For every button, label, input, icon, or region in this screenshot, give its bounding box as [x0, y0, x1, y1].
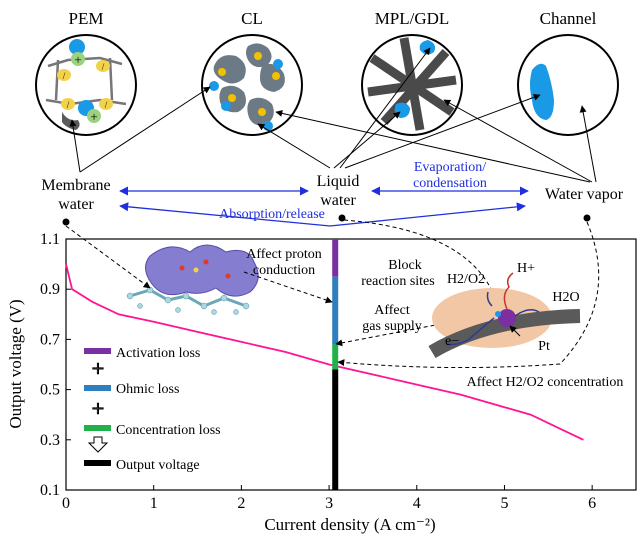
svg-text:/: /: [102, 62, 105, 72]
label-block-2: reaction sites: [361, 274, 434, 289]
svg-text:/: /: [67, 100, 70, 110]
x-axis-label: Current density (A cm⁻²): [264, 515, 435, 534]
dot-liquid: [338, 214, 346, 222]
catalyst-inset: [428, 272, 581, 359]
svg-text:+: +: [74, 52, 81, 67]
svg-text:/: /: [105, 100, 108, 110]
voltage-curve: [65, 263, 584, 441]
y-tick-label: 0.3: [40, 432, 60, 449]
label-h2o2: H2/O2: [447, 272, 485, 287]
svg-text:/: /: [63, 71, 66, 81]
x-tick-label: 4: [413, 495, 421, 512]
title-pem: PEM: [69, 9, 104, 28]
dot-vapor: [583, 214, 591, 222]
x-tick-label: 3: [325, 495, 333, 512]
plus-icon-1: +: [92, 356, 104, 381]
x-tick-label: 1: [150, 495, 158, 512]
x-tick-label: 5: [500, 495, 508, 512]
y-tick-label: 0.1: [40, 482, 60, 499]
plot-frame: [65, 238, 637, 491]
blue-arrows: [119, 186, 529, 227]
label-water-vapor: Water vapor: [545, 186, 624, 203]
title-cl: CL: [241, 9, 263, 28]
loss-bar: [332, 239, 339, 490]
label-electron: e−: [445, 334, 459, 349]
label-hplus: H+: [517, 261, 535, 276]
down-arrow-icon: [87, 436, 109, 453]
label-affect-proton-2: conduction: [253, 263, 315, 278]
legend-swatch-activation: [84, 348, 111, 354]
label-membrane-water-1: Membrane: [41, 177, 110, 194]
loss-bar-segment-0: [332, 239, 339, 277]
legend: Activation loss Ohmic loss Concentration…: [84, 346, 221, 473]
plus-icon-2: +: [92, 396, 104, 421]
loss-bar-segment-3: [332, 369, 339, 490]
legend-swatch-concentration: [84, 425, 111, 431]
x-tick-label: 6: [588, 495, 596, 512]
title-channel: Channel: [540, 9, 597, 28]
x-tick-label: 2: [237, 495, 245, 512]
y-axis-label: Output voltage (V): [6, 299, 25, 428]
y-tick-label: 0.7: [40, 331, 60, 348]
label-evaporation-2: condensation: [413, 176, 487, 191]
label-evaporation-1: Evaporation/: [414, 160, 486, 175]
x-tick-label: 0: [62, 495, 70, 512]
molecule-inset: [126, 244, 259, 315]
legend-label-activation: Activation loss: [116, 346, 200, 361]
mpl-gdl-circle: [361, 34, 463, 136]
label-absorption: Absorption/release: [219, 207, 325, 222]
cl-circle: [201, 34, 303, 136]
y-tick-label: 0.9: [40, 281, 60, 298]
label-pt: Pt: [538, 339, 550, 354]
label-block-1: Block: [388, 258, 421, 273]
dot-membrane: [62, 218, 70, 226]
y-tick-label: 1.1: [40, 231, 60, 248]
label-affect-proton-1: Affect proton: [246, 247, 322, 262]
legend-label-ohmic: Ohmic loss: [116, 382, 179, 397]
legend-swatch-output: [84, 460, 111, 466]
label-membrane-water-2: water: [58, 196, 94, 213]
label-liquid-water-2: water: [320, 192, 356, 209]
title-mpl-gdl: MPL/GDL: [375, 9, 450, 28]
dashed-arrows: [65, 219, 600, 369]
label-affect-gas-1: Affect: [374, 303, 410, 318]
legend-swatch-ohmic: [84, 385, 111, 391]
label-h2o: H2O: [552, 290, 579, 305]
loss-bar-segment-1: [332, 276, 339, 345]
y-tick-label: 0.5: [40, 382, 60, 399]
legend-label-concentration: Concentration loss: [116, 423, 221, 438]
label-affect-conc: Affect H2/O2 concentration: [467, 375, 624, 390]
label-liquid-water-1: Liquid: [317, 173, 360, 190]
svg-text:+: +: [90, 109, 97, 124]
label-affect-gas-2: gas supply: [362, 319, 422, 334]
loss-bar-segment-2: [332, 344, 339, 370]
legend-label-output: Output voltage: [116, 458, 200, 473]
black-arrows: [69, 47, 597, 183]
pem-circle: + / / / + /: [35, 34, 137, 136]
channel-circle: [517, 34, 619, 136]
axes: 0 1 2 3 4 5 6 0.1 0.3 0.5 0.7 0.9 1.1: [40, 231, 596, 512]
